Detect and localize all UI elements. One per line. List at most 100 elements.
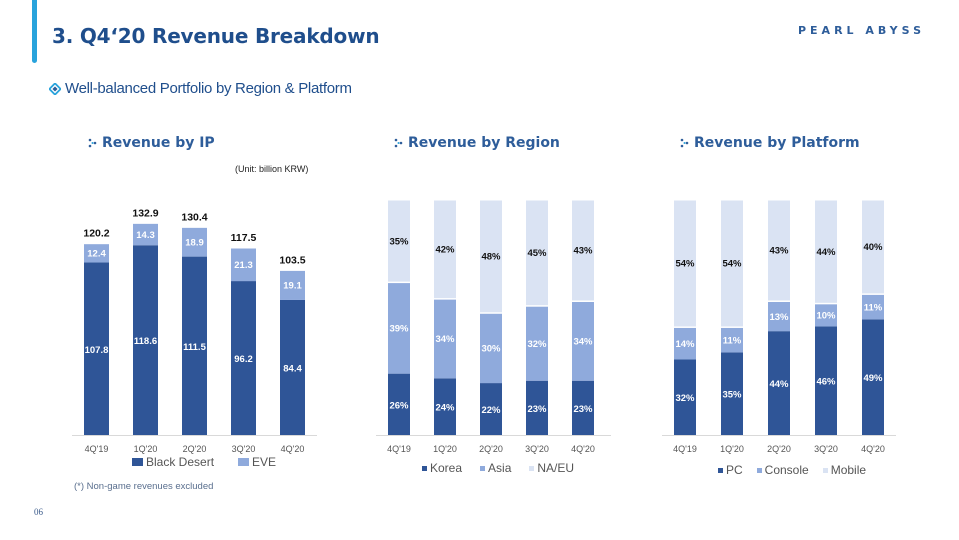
bar-segment-na-eu — [572, 200, 594, 301]
ip-chart-title-text: Revenue by IP — [102, 135, 215, 151]
bar-segment-mobile — [674, 200, 696, 327]
data-label: 23% — [573, 404, 593, 415]
data-label: 18.9 — [185, 237, 204, 248]
legend-label: EVE — [252, 455, 277, 469]
data-label: 34% — [573, 337, 593, 348]
data-label: 14% — [675, 339, 695, 350]
bar-segment-black-desert — [280, 299, 305, 435]
data-label: 14.3 — [136, 230, 155, 241]
page-number: 06 — [34, 507, 43, 517]
region-legend: Korea Asia NA/EU — [422, 461, 574, 475]
data-label: 40% — [863, 242, 883, 253]
legend-item: NA/EU — [529, 461, 574, 475]
bar-segment-black-desert — [84, 262, 109, 435]
data-label: 19.1 — [283, 281, 302, 292]
ip-legend: Black Desert EVE — [132, 455, 276, 469]
data-label: 24% — [435, 403, 455, 414]
legend-swatch — [756, 467, 762, 473]
total-label: 132.9 — [132, 207, 158, 219]
bar-segment-pc — [721, 352, 743, 435]
legend-item: Asia — [480, 461, 511, 475]
bar-segment-mobile — [815, 200, 837, 303]
x-tick-label: 3Q'20 — [814, 444, 838, 454]
x-tick-label: 2Q'20 — [767, 444, 791, 454]
legend-item: Black Desert — [132, 455, 214, 469]
bar-segment-console — [721, 327, 743, 353]
bar-segment-black-desert — [133, 245, 158, 435]
data-label: 21.3 — [234, 260, 253, 271]
bar-segment-asia — [388, 283, 410, 374]
legend-swatch — [422, 465, 427, 471]
diamond-bullet-icon — [49, 82, 61, 95]
legend-label: Black Desert — [146, 455, 215, 469]
data-label: 111.5 — [183, 342, 206, 353]
subtitle-text: Well-balanced Portfolio by Region & Plat… — [65, 80, 352, 97]
bar-segment-eve — [182, 227, 207, 257]
legend-label: Console — [764, 463, 809, 477]
data-label: 11% — [864, 302, 883, 313]
legend-swatch — [238, 458, 250, 466]
legend-item: Mobile — [822, 463, 867, 477]
bar-segment-na-eu — [388, 200, 410, 282]
bar-segment-black-desert — [231, 281, 256, 435]
bar-segment-black-desert — [182, 256, 207, 435]
legend-item: Korea — [422, 461, 462, 475]
x-tick-label: 4Q'19 — [673, 444, 697, 454]
data-label: 54% — [722, 259, 742, 270]
legend-swatch — [132, 458, 143, 466]
bar-segment-korea — [480, 383, 502, 435]
legend-item: PC — [718, 463, 743, 477]
platform-legend: PC Console Mobile — [718, 463, 866, 477]
dots-bullet-icon — [394, 138, 403, 148]
data-label: 107.8 — [85, 345, 109, 356]
x-tick-label: 4Q'19 — [85, 444, 109, 454]
data-label: 46% — [816, 377, 836, 388]
x-tick-label: 1Q'20 — [433, 444, 457, 454]
total-label: 120.2 — [83, 228, 109, 240]
data-label: 54% — [675, 259, 695, 270]
x-tick-label: 4Q'19 — [387, 444, 411, 454]
x-tick-label: 3Q'20 — [232, 444, 256, 454]
data-label: 26% — [389, 400, 409, 411]
title-accent-bar — [32, 0, 37, 63]
bar-segment-korea — [434, 378, 456, 435]
bar-segment-console — [862, 294, 884, 320]
data-label: 48% — [481, 252, 501, 263]
legend-item: EVE — [238, 455, 276, 469]
bar-segment-mobile — [721, 200, 743, 327]
x-tick-label: 2Q'20 — [479, 444, 503, 454]
x-tick-label: 1Q'20 — [720, 444, 744, 454]
bar-segment-eve — [231, 248, 256, 282]
bar-segment-eve — [133, 223, 158, 246]
bar-segment-console — [768, 301, 790, 332]
data-label: 42% — [435, 245, 455, 256]
bar-segment-asia — [434, 299, 456, 379]
data-label: 39% — [389, 324, 409, 335]
data-label: 43% — [769, 246, 789, 257]
data-label: 12.4 — [87, 249, 106, 260]
data-label: 45% — [527, 248, 547, 259]
bar-segment-pc — [815, 326, 837, 435]
unit-note: (Unit: billion KRW) — [235, 164, 309, 174]
data-label: 22% — [481, 405, 501, 416]
footnote: (*) Non-game revenues excluded — [74, 481, 214, 492]
data-label: 34% — [435, 334, 455, 345]
platform-chart-title: Revenue by Platform — [680, 135, 860, 151]
bar-segment-eve — [84, 244, 109, 263]
bar-segment-eve — [280, 270, 305, 300]
dots-bullet-icon — [680, 138, 689, 148]
data-label: 44% — [769, 379, 789, 390]
bar-segment-asia — [480, 313, 502, 384]
legend-swatch — [718, 467, 723, 473]
data-label: 49% — [863, 373, 883, 384]
data-label: 13% — [769, 312, 789, 323]
legend-label: NA/EU — [537, 461, 575, 475]
x-tick-label: 4Q'20 — [281, 444, 305, 454]
bar-segment-na-eu — [480, 200, 502, 313]
bar-segment-na-eu — [434, 200, 456, 299]
legend-label: Mobile — [830, 463, 867, 477]
region-chart-title-text: Revenue by Region — [408, 135, 560, 151]
data-label: 10% — [816, 311, 836, 322]
bar-segment-pc — [862, 319, 884, 435]
